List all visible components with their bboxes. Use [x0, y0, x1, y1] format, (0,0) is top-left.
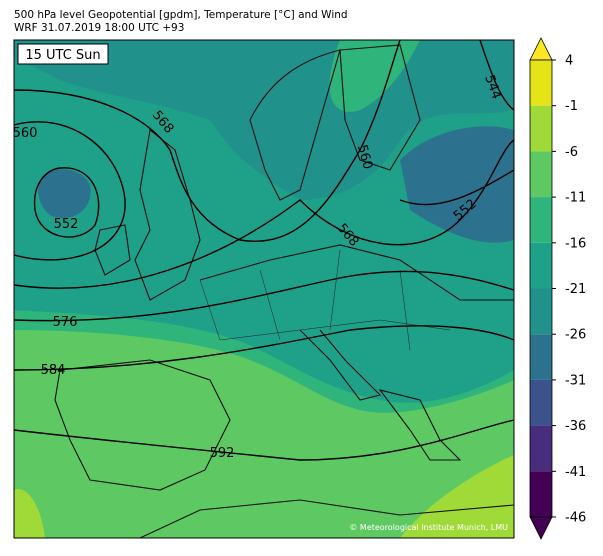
- colorbar-band: [530, 151, 552, 198]
- time-label: 15 UTC Sun: [25, 48, 100, 63]
- contour-line: [14, 419, 514, 461]
- contour-line: [399, 169, 514, 206]
- colorbar-tick-label: -1: [565, 99, 578, 114]
- colorbar: 4 -1 -6 -11 -16 -21 -26 -31 -36 -41 -46: [529, 37, 586, 540]
- coastline: [54, 359, 231, 491]
- coastline: [134, 128, 201, 301]
- colorbar-band: [530, 60, 552, 106]
- contour-line: [14, 139, 514, 289]
- contour-label: 560: [13, 126, 38, 141]
- temp-field: [400, 126, 514, 243]
- colorbar-band: [530, 197, 552, 243]
- contour-label: 592: [210, 446, 235, 461]
- colorbar-band: [530, 242, 552, 289]
- colorbar-tick-label: -6: [565, 145, 578, 160]
- temp-field: [14, 489, 45, 538]
- credit: © Meteorological Institute Munich, LMU: [349, 523, 508, 532]
- colorbar-tick-label: -36: [565, 419, 586, 434]
- border: [199, 249, 451, 351]
- coastline: [299, 329, 382, 401]
- colorbar-band: [530, 379, 552, 426]
- temp-field: [14, 330, 514, 538]
- contour-label: 576: [53, 315, 78, 330]
- coastline: [378, 389, 462, 461]
- coastline: [139, 499, 514, 538]
- contour-label: 584: [41, 363, 66, 378]
- colorbar-tick-label: -21: [565, 282, 586, 297]
- colorbar-tick-label: -41: [565, 465, 586, 480]
- colorbar-extend-bottom: [529, 516, 553, 540]
- coastline: [339, 44, 421, 171]
- colorbar-band: [530, 425, 552, 472]
- subtitle: WRF 31.07.2019 18:00 UTC +93: [14, 22, 184, 34]
- contour-label: 560: [354, 143, 375, 171]
- contour-line: [479, 40, 514, 111]
- temp-field: [400, 455, 514, 538]
- contour-label: 552: [54, 217, 79, 232]
- colorbar-tick-label: -26: [565, 328, 586, 343]
- temp-field: [329, 40, 420, 112]
- title: 500 hPa level Geopotential [gpdm], Tempe…: [14, 9, 348, 21]
- colorbar-band: [530, 105, 552, 152]
- colorbar-extend-top: [529, 37, 553, 61]
- colorbar-band: [530, 288, 552, 335]
- coastline: [249, 49, 341, 201]
- colorbar-tick-label: -46: [565, 511, 586, 526]
- contour-line: [14, 325, 514, 371]
- colorbar-tick-label: 4: [565, 54, 573, 69]
- contour-line: [14, 270, 514, 322]
- contour-line: [33, 167, 100, 238]
- coastline: [199, 244, 514, 301]
- temp-field: [38, 169, 91, 219]
- map: 560 568 552 576 584 592 544 560 568 552 …: [13, 40, 514, 538]
- colorbar-band: [530, 471, 552, 517]
- contour-line: [14, 121, 126, 261]
- colorbar-band: [530, 334, 552, 380]
- colorbar-tick-label: -11: [565, 191, 586, 206]
- contour-line: [14, 40, 401, 242]
- time-box: [17, 43, 109, 65]
- colorbar-tick-label: -16: [565, 236, 586, 251]
- map-frame: [13, 39, 515, 539]
- colorbar-tick-label: -31: [565, 373, 586, 388]
